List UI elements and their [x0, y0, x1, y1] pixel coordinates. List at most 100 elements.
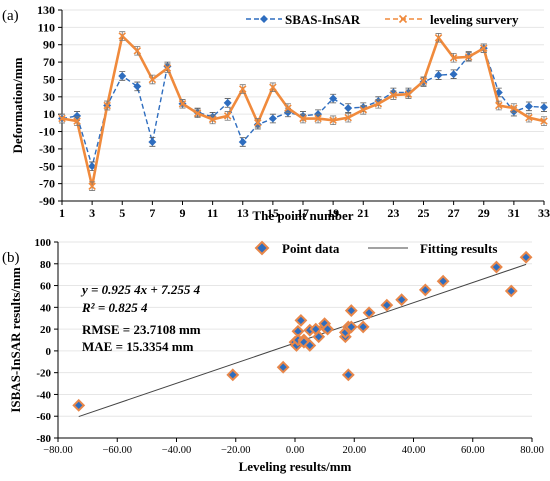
y-tick-label-b: 60 [40, 281, 52, 293]
point-leveling-survery [133, 47, 142, 55]
scatter-point [490, 260, 503, 274]
x-tick-label-b: −80.00 [43, 445, 73, 456]
legend-item-sbas-insar: SBAS-InSAR [246, 12, 361, 27]
point-leveling-survery [58, 114, 66, 123]
panel-a-x-ticks: 1 3 5 7 9 11 13 15 17 19 21 23 25 27 29 31 33 [59, 201, 550, 220]
y-tick-label-b: -20 [36, 368, 51, 380]
legend-marker-sbas-insar [260, 15, 268, 23]
point-leveling-survery [479, 44, 488, 52]
legend-a: SBAS-InSAR leveling survery [246, 12, 519, 27]
x-tick-label-b: 80.00 [520, 445, 544, 456]
point-leveling-survery [540, 117, 548, 125]
point-leveling-survery [284, 104, 292, 112]
panel-b-y-ticks: -80 -60 -40 -20 0 20 40 60 80 100 [35, 237, 58, 445]
point-leveling-survery [208, 115, 217, 124]
y-tick-label-b: -80 [36, 433, 51, 445]
point-sbas-insar [434, 71, 443, 80]
y-tick-label-a: -30 [39, 142, 55, 156]
point-sbas-insar [118, 71, 127, 80]
panel-a-axes [61, 10, 544, 202]
scatter-point [380, 298, 394, 312]
y-tick-label-a: -90 [39, 194, 55, 208]
point-leveling-survery [148, 75, 157, 84]
legend-label-point-data: Point data [282, 241, 340, 256]
scatter-point [312, 330, 326, 344]
point-leveling-survery [193, 109, 202, 118]
point-leveling-survery [238, 85, 247, 93]
fit-equation: y = 0.925 4x + 7.255 4 [80, 282, 201, 297]
x-tick-label-a: 21 [357, 206, 369, 220]
point-leveling-survery [269, 83, 277, 92]
legend-label-leveling-survery: leveling survery [430, 12, 519, 27]
x-tick-label-a: 23 [387, 206, 399, 220]
point-leveling-survery [464, 53, 473, 61]
x-tick-label-a: 15 [267, 206, 279, 220]
x-tick-label-a: 25 [418, 206, 430, 220]
legend-label-sbas-insar: SBAS-InSAR [285, 12, 361, 27]
point-leveling-survery [329, 116, 337, 125]
x-tick-label-a: 19 [327, 206, 339, 220]
panel-a-grid [62, 9, 544, 185]
legend-b: Point data Fitting results [254, 240, 497, 256]
panel-b-grid [58, 241, 532, 417]
x-tick-label-b: 60.00 [461, 445, 485, 456]
scatter-point [341, 368, 355, 382]
point-leveling-survery [525, 113, 533, 122]
point-sbas-insar [88, 162, 97, 171]
y-tick-label-a: -70 [39, 177, 55, 191]
y-tick-label-a: 50 [43, 72, 55, 86]
point-leveling-survery [510, 104, 518, 112]
point-leveling-survery [223, 112, 232, 120]
legend-item-leveling-survery: leveling survery [385, 12, 519, 27]
fit-rmse: RMSE = 23.7108 mm [82, 322, 201, 337]
scatter-point [344, 304, 358, 318]
y-tick-label-a: 10 [43, 107, 55, 121]
x-tick-label-b: −20.00 [221, 445, 251, 456]
panel-a: (a) 1 3 5 7 9 11 13 15 17 19 21 23 25 27 29 31 33 -90-70… [2, 3, 550, 223]
point-leveling-survery [163, 64, 172, 72]
panel-a-series [58, 31, 548, 191]
x-tick-label-a: 5 [119, 206, 125, 220]
point-leveling-survery [404, 90, 413, 98]
point-sbas-insar [524, 102, 533, 111]
scatter-point [362, 306, 376, 320]
fit-r-squared: R² = 0.825 4 [81, 300, 148, 315]
y-tick-label-a: -10 [39, 125, 55, 139]
x-tick-label-b: −60.00 [102, 445, 132, 456]
point-sbas-insar [223, 98, 232, 107]
point-sbas-insar [268, 114, 277, 123]
scatter-point [303, 339, 317, 352]
series-leveling-survery [58, 31, 548, 191]
fit-mae: MAE = 15.3354 mm [82, 339, 194, 354]
panel-b-x-ticks: −80.00 −60.00 −40.00 −20.00 0.00 20.00 40.00 60… [43, 438, 544, 456]
x-tick-label-a: 9 [180, 206, 186, 220]
y-tick-label-a: 70 [43, 55, 55, 69]
point-leveling-survery [103, 101, 111, 110]
scatter-point [504, 284, 518, 298]
scatter-point [294, 313, 308, 327]
x-tick-label-a: 3 [89, 206, 95, 220]
x-tick-label-a: 11 [207, 206, 218, 220]
point-leveling-survery [389, 91, 398, 99]
legend-marker-point-data [254, 240, 270, 256]
x-tick-label-b: 40.00 [402, 445, 426, 456]
panel-a-y-ticks: -90 -70 -50 -30 -10 10 30 50 70 90 110 130 [37, 3, 62, 208]
y-tick-label-b: 0 [46, 346, 52, 358]
point-leveling-survery [314, 114, 322, 123]
y-tick-label-a: 90 [43, 38, 55, 52]
series-sbas-insar [58, 43, 548, 172]
y-tick-label-b: 20 [40, 324, 52, 336]
panel-b: (b) −80.00 −60.00 −40.00 −20.00 0.00 20.00 40.… [2, 237, 544, 474]
fit-annotations: y = 0.925 4x + 7.255 4 R² = 0.825 4 RMSE… [80, 282, 201, 354]
panel-label-a: (a) [2, 8, 19, 24]
x-tick-label-a: 13 [237, 206, 249, 220]
scatter-point [297, 335, 311, 349]
x-tick-label-b: −40.00 [162, 445, 192, 456]
scatter-point [436, 274, 450, 288]
scatter-point [418, 283, 432, 297]
scatter-point [321, 322, 335, 336]
legend-marker-leveling-survery [398, 14, 408, 24]
y-tick-label-b: -60 [36, 411, 51, 423]
point-leveling-survery [495, 101, 503, 110]
